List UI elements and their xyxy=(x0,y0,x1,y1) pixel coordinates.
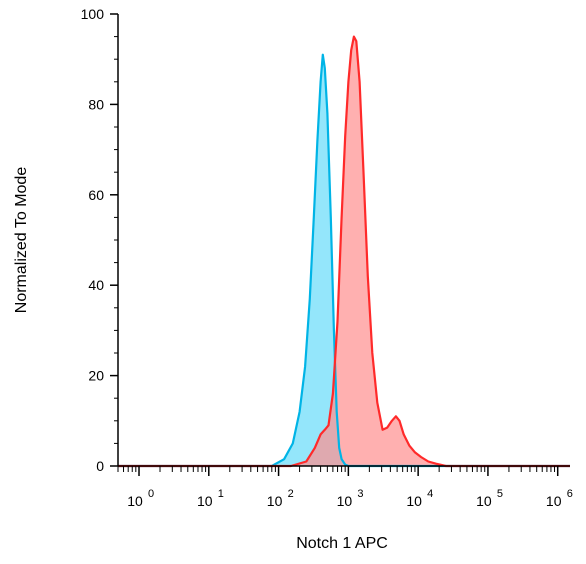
x-tick-label-base: 10 xyxy=(267,493,283,509)
series-2-line xyxy=(118,35,570,468)
x-tick-label-base: 10 xyxy=(337,493,353,509)
series-1-line xyxy=(118,53,570,468)
series-2-area xyxy=(118,36,570,466)
x-tick-label: 10 0 xyxy=(127,488,154,509)
x-tick-label-exponent: 3 xyxy=(357,488,363,500)
x-tick-label-exponent: 6 xyxy=(567,488,573,500)
series-layer xyxy=(118,35,570,468)
x-tick-label-base: 10 xyxy=(127,493,143,509)
y-tick-label: 100 xyxy=(81,6,105,22)
y-tick-label: 0 xyxy=(96,458,104,474)
x-tick-label: 10 6 xyxy=(546,488,573,509)
y-tick-label: 80 xyxy=(88,96,104,112)
x-tick-label: 10 3 xyxy=(337,488,364,509)
x-tick-label: 10 1 xyxy=(197,488,224,509)
x-tick-label-exponent: 0 xyxy=(148,488,154,500)
x-tick-label-base: 10 xyxy=(546,493,562,509)
x-tick-label-exponent: 5 xyxy=(497,488,503,500)
y-ticks: 0 20 40 60 80 100 xyxy=(81,6,118,474)
x-tick-label: 10 2 xyxy=(267,488,294,509)
y-tick-label: 60 xyxy=(88,187,104,203)
y-tick-label: 40 xyxy=(88,277,104,293)
x-ticks: 10 0 10 1 10 2 10 3 10 4 10 5 10 6 xyxy=(117,466,573,509)
x-tick-label-exponent: 4 xyxy=(427,488,433,500)
x-tick-label-exponent: 1 xyxy=(218,488,224,500)
x-tick-label: 10 5 xyxy=(476,488,503,509)
x-tick-label-base: 10 xyxy=(406,493,422,509)
x-tick-label-base: 10 xyxy=(197,493,213,509)
y-axis-title: Normalized To Mode xyxy=(13,167,30,314)
x-tick-label-base: 10 xyxy=(476,493,492,509)
x-tick-label: 10 4 xyxy=(406,488,433,509)
x-axis-title: Notch 1 APC xyxy=(296,535,388,552)
y-tick-label: 20 xyxy=(88,368,104,384)
x-tick-label-exponent: 2 xyxy=(288,488,294,500)
